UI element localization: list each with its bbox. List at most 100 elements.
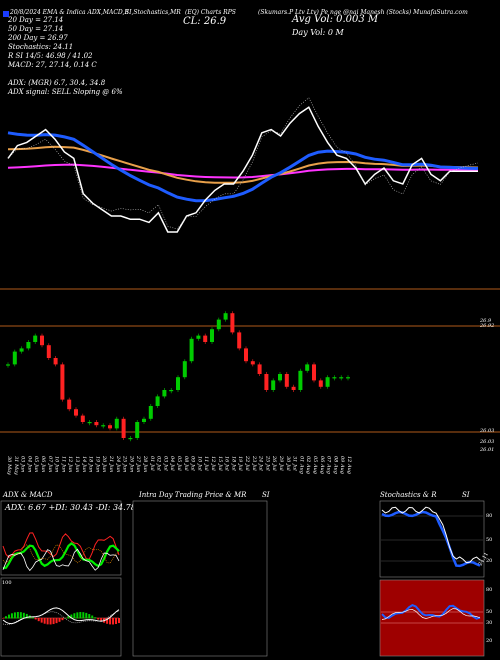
date-tick-label: 19 Jul	[237, 456, 243, 471]
macd-histogram-bar	[43, 618, 46, 624]
date-tick-label: 25 Jun	[122, 455, 128, 472]
candle-body	[312, 364, 316, 381]
date-tick-label: 27 Jun	[135, 455, 141, 472]
macd-histogram-bar	[61, 618, 64, 621]
candle-body	[216, 319, 221, 330]
candle-body	[182, 361, 187, 378]
candle-body	[257, 364, 262, 374]
candle-body	[189, 338, 194, 362]
macd-histogram-bar	[64, 617, 67, 619]
date-tick-label: 05 Aug	[312, 456, 318, 474]
macd-histogram-bar	[112, 618, 115, 625]
candle	[339, 375, 344, 381]
candle-body	[46, 345, 51, 358]
candle	[332, 375, 337, 381]
legend-macd: MACD: 27, 27.14, 0.14 C	[8, 61, 97, 69]
bottom-panels: ADX: 6.67 +DI: 30.43 -DI: 34.78 100 80 5…	[0, 500, 492, 657]
candle	[108, 423, 112, 431]
date-tick-label: 19 Jun	[94, 456, 100, 472]
date-tick-label: 02 Aug	[305, 456, 311, 474]
intraday-panel-title: Intra Day Trading Price & MR	[139, 491, 247, 499]
macd-histogram-bar	[40, 618, 43, 623]
date-tick-label: 01 Jul	[149, 456, 155, 471]
candle	[135, 420, 140, 440]
candle	[325, 375, 330, 389]
stoch-tick-20: 20	[486, 558, 492, 564]
date-tick-label: 12 Jun	[67, 456, 73, 472]
header-right: (Skumars.P Ltv Ltv) Pe nge @nai Manesh (…	[258, 9, 468, 16]
adx-panel-title: ADX & MACD	[3, 491, 53, 499]
date-axis: 30 May 31 May 03 Jun 04 Jun 05 Jun 06 Jun 07 J…	[6, 455, 352, 475]
macd-signal-line	[2, 610, 120, 625]
candle-body	[80, 415, 85, 422]
macd-histogram-bar	[118, 618, 120, 624]
ema50-line	[7, 145, 479, 184]
candle	[216, 317, 221, 332]
stoch-lines	[381, 506, 483, 568]
candle-body	[284, 374, 289, 387]
candle	[305, 362, 310, 373]
macd-histogram-bar	[46, 618, 49, 625]
macd-histogram-bar	[25, 613, 28, 619]
macd-histogram-bar	[34, 618, 37, 620]
macd-histogram-bar	[13, 612, 16, 619]
macd-panel	[0, 577, 122, 657]
candle-body	[74, 409, 78, 416]
candle	[114, 416, 119, 431]
candle-body	[298, 370, 303, 390]
candle	[264, 372, 269, 392]
candle	[189, 336, 194, 364]
macd-histogram-bar	[85, 612, 88, 619]
date-tick-label: 12 Aug	[346, 456, 352, 474]
candle-body	[108, 425, 112, 429]
date-tick-label: 10 Jul	[196, 456, 202, 471]
macd-histogram-bar	[10, 613, 13, 619]
candle	[142, 416, 146, 424]
header-center-left: SI,Stochastics,MR	[125, 9, 181, 16]
header-center: (EQ) Charts RPS	[185, 9, 236, 16]
header-left: 20/8/2024 EMA & Indica ADX,MACD,B	[10, 9, 129, 16]
candle-body	[346, 377, 350, 379]
legend-ema20: 20 Day = 27.14	[8, 16, 64, 24]
candle-body	[135, 422, 140, 438]
macd-histogram-bar	[106, 618, 109, 624]
candle-body	[26, 342, 31, 349]
date-tick-label: 03 Jul	[162, 456, 168, 471]
price-label-low-a: 26.03	[479, 428, 494, 434]
logo-icon	[3, 11, 9, 17]
macd-histogram-bar	[109, 618, 112, 625]
legend-si: R SI 14/5: 46.98 / 41.02	[8, 52, 93, 60]
stoch-si-label: SI	[462, 491, 470, 499]
macd-histogram-bar	[88, 614, 91, 619]
candle	[33, 333, 38, 344]
avg-volume-label: Avg Vol: 0.003 M	[292, 14, 379, 25]
candle	[26, 340, 31, 351]
macd-histogram-bar	[7, 614, 10, 619]
candle	[250, 359, 255, 367]
macd-histogram-bar	[37, 618, 40, 622]
candle	[80, 413, 85, 424]
candle	[60, 362, 65, 402]
date-tick-label: 08 Jul	[183, 456, 189, 471]
macd-histogram-bar	[67, 616, 70, 619]
date-tick-label: 14 Jun	[81, 456, 87, 472]
macd-histogram-bar	[79, 612, 82, 619]
date-tick-label: 18 Jun	[88, 456, 94, 472]
candle-body	[169, 390, 174, 392]
candle-body	[237, 332, 242, 349]
candle-body	[40, 335, 44, 346]
date-tick-label: 24 Jul	[258, 455, 264, 471]
macd-histogram-bar	[2, 618, 4, 619]
legend-ema200: 200 Day = 26.97	[8, 34, 68, 42]
macd-histogram-bar	[31, 617, 34, 619]
candle	[12, 349, 17, 367]
candle-body	[101, 425, 106, 427]
candle-body	[155, 396, 160, 406]
legend-stochastics: Stochastics: 24.11	[8, 43, 74, 51]
macd-histogram-bar	[58, 618, 61, 622]
candle	[155, 394, 160, 408]
candle	[278, 372, 282, 383]
macd-lines	[2, 607, 120, 625]
candle-body	[6, 364, 10, 366]
rsi-tick-30: 30	[486, 620, 492, 626]
